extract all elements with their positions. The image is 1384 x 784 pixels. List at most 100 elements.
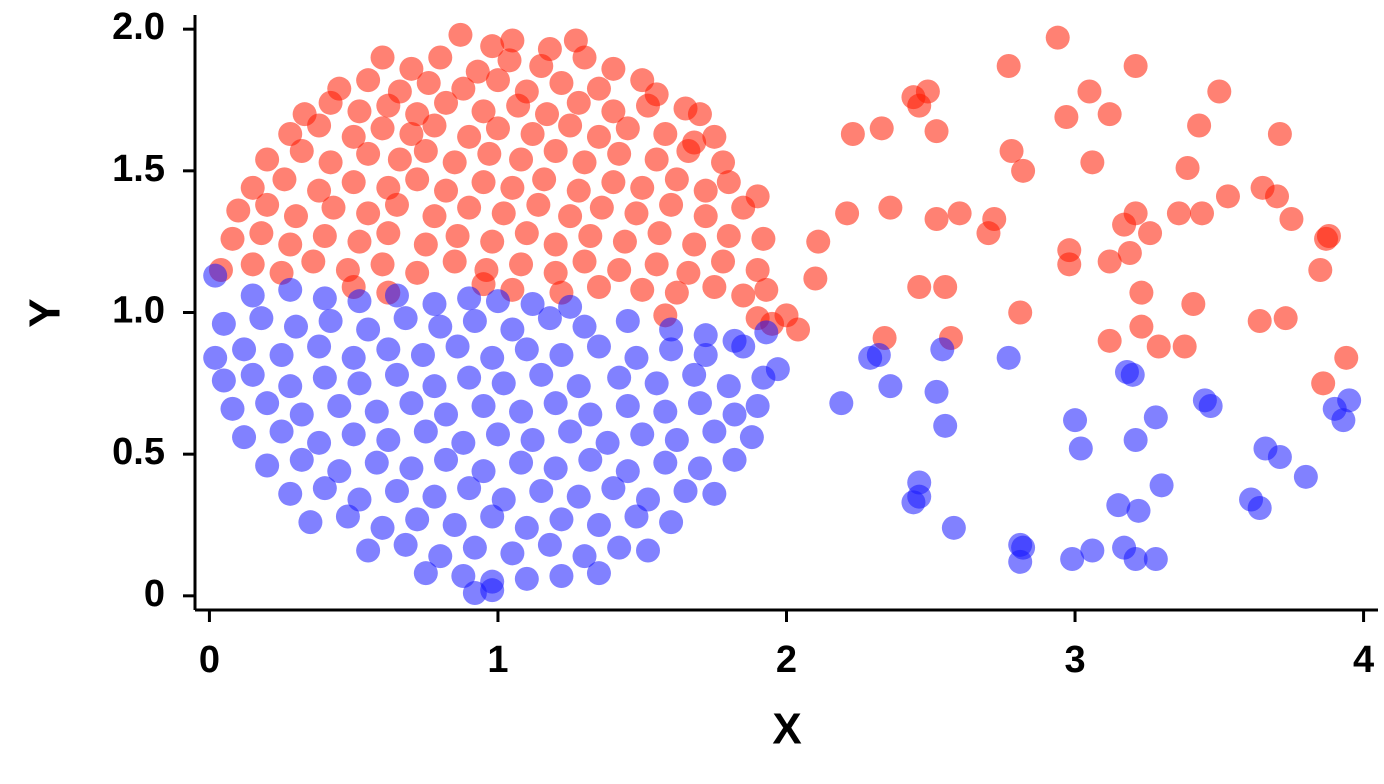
point [1331,408,1356,433]
point [278,374,303,399]
point [716,374,741,399]
point [480,34,505,59]
point [676,139,701,163]
point [1311,371,1336,396]
point [491,201,516,226]
point [607,258,632,282]
point [549,343,574,367]
point [520,292,545,316]
point [480,345,505,370]
point [211,368,236,393]
point [457,195,482,220]
point [933,275,958,299]
point [457,476,482,501]
point [586,334,611,359]
point [416,71,441,95]
point [630,277,655,302]
point [520,122,545,146]
point [716,224,741,248]
point [255,453,280,478]
point [347,99,372,124]
point [537,306,562,331]
point [615,394,640,418]
point [659,337,684,362]
point [722,402,747,427]
point [687,102,712,127]
point [1054,105,1079,129]
point [1143,405,1168,430]
point [915,79,940,104]
point [535,102,560,127]
point [442,513,467,537]
point [558,419,583,444]
point [428,544,453,569]
point [1077,79,1102,104]
point [399,456,424,481]
point [1175,156,1200,180]
point [543,456,568,481]
point [480,229,505,254]
point [702,124,727,149]
point [572,150,597,175]
point [370,45,395,70]
point [1129,314,1154,339]
point [457,286,482,311]
point [341,422,366,447]
point [232,425,257,450]
point [586,513,611,537]
point [537,532,562,557]
point [434,90,459,115]
point [399,122,424,146]
point [601,99,626,124]
point [529,362,554,387]
point [422,484,447,509]
point [615,309,640,333]
point [624,345,649,370]
point [1068,436,1093,461]
point [497,48,522,73]
point [1181,292,1206,316]
y-tick-label: 0.5 [112,431,165,473]
point [428,314,453,339]
point [1334,345,1359,370]
point [448,22,473,47]
point [434,178,459,203]
point [1207,79,1232,104]
point [1123,428,1148,452]
point [364,450,389,475]
point [278,232,303,257]
point [240,283,265,308]
point [693,204,718,229]
point [615,116,640,141]
point [249,221,274,246]
point [413,561,438,586]
point [702,275,727,299]
point [278,277,303,302]
point [1120,362,1145,387]
point [1129,280,1154,305]
point [751,365,776,390]
point [405,507,430,532]
point [269,419,294,444]
point [572,544,597,569]
point [1126,498,1151,523]
point [702,419,727,444]
point [687,391,712,416]
point [1189,201,1214,226]
point [572,249,597,274]
point [387,147,412,172]
point [653,450,678,475]
point [278,122,303,146]
point [307,430,332,455]
point [636,487,661,512]
point [529,54,554,78]
point [933,413,958,438]
point [514,221,539,246]
point [298,510,323,535]
point [1123,201,1148,226]
point [220,226,245,251]
point [410,343,435,367]
point [829,391,854,416]
